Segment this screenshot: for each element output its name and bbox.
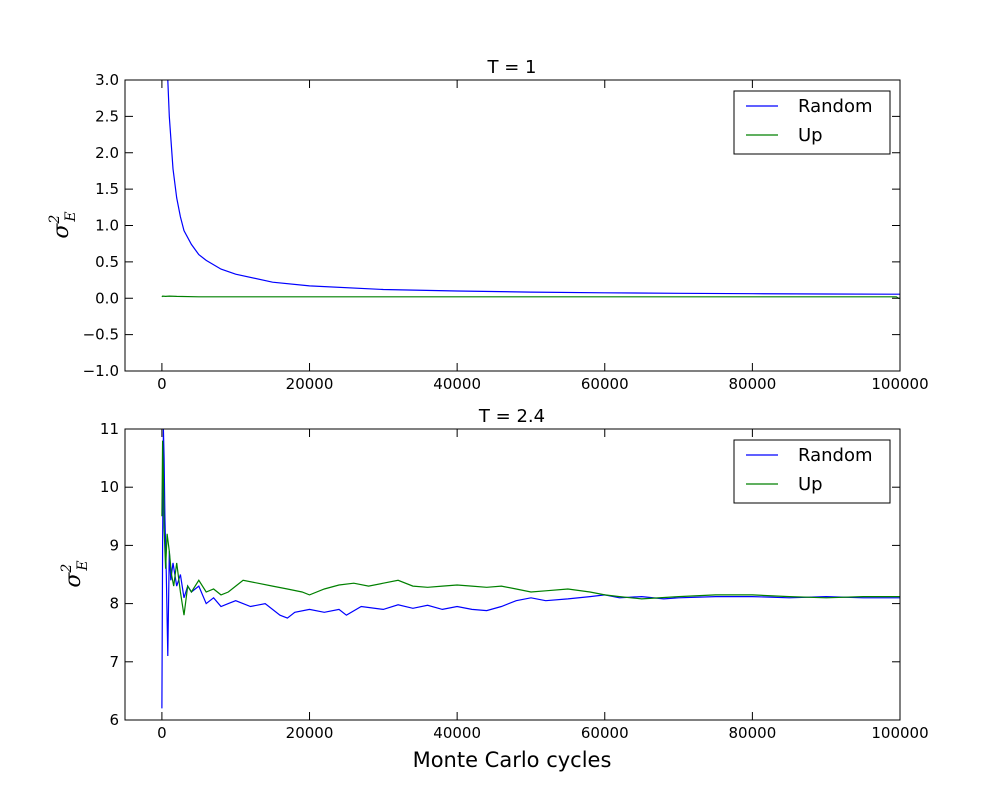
- series-line-up: [161, 295, 900, 299]
- y-tick-label: 1.0: [95, 217, 119, 235]
- x-tick-label: 20000: [286, 375, 334, 393]
- legend-label-up: Up: [798, 474, 823, 495]
- y-tick-label: −0.5: [83, 326, 119, 344]
- x-tick-label: 60000: [581, 375, 629, 393]
- legend-box: [733, 439, 891, 504]
- legend: Random Up: [733, 439, 891, 504]
- chart-title: T = 2.4: [478, 406, 545, 427]
- x-tick-label: 0: [157, 724, 167, 742]
- y-tick-label: 2.0: [95, 144, 119, 162]
- x-tick-label: 100000: [871, 724, 928, 742]
- y-tick-label: 6: [109, 711, 119, 729]
- legend-box: [733, 90, 891, 155]
- series-line-up: [161, 440, 900, 616]
- y-tick-label: 9: [109, 536, 119, 554]
- x-tick-label: 0: [157, 375, 167, 393]
- plot-frame: [124, 428, 901, 721]
- x-axis-label: Monte Carlo cycles: [413, 748, 612, 772]
- legend-label-random: Random: [798, 445, 873, 466]
- x-tick-label: 80000: [729, 724, 777, 742]
- series-line-random: [161, 429, 900, 709]
- x-tick-label: 20000: [286, 724, 334, 742]
- y-tick-label: 8: [109, 595, 119, 613]
- x-tick-label: 100000: [871, 375, 928, 393]
- chart-title: T = 1: [487, 57, 537, 78]
- y-axis-label: σ2E: [47, 211, 79, 238]
- y-tick-label: 7: [109, 653, 119, 671]
- chart-panel-t24: T = 2.4 σ2E Monte Carlo cycles 0 20000 400…: [59, 406, 929, 772]
- x-tick-label: 40000: [433, 724, 481, 742]
- y-tick-label: 0.5: [95, 253, 119, 271]
- legend-label-up: Up: [798, 125, 823, 146]
- series-line-random: [167, 80, 900, 295]
- chart-panel-t1: T = 1 σ2E 0 20000 40000 60000 80000 100000 −1.…: [47, 57, 929, 393]
- x-tick-label: 60000: [581, 724, 629, 742]
- x-tick-label: 40000: [433, 375, 481, 393]
- y-tick-label: 2.5: [95, 107, 119, 125]
- legend: Random Up: [733, 90, 891, 155]
- y-tick-label: 1.5: [95, 180, 119, 198]
- x-tick-label: 80000: [729, 375, 777, 393]
- y-tick-label: 10: [100, 478, 119, 496]
- y-axis-label: σ2E: [59, 560, 91, 587]
- legend-label-random: Random: [798, 96, 873, 117]
- y-tick-label: −1.0: [83, 362, 119, 380]
- y-tick-label: 0.0: [95, 289, 119, 307]
- y-tick-label: 11: [100, 420, 119, 438]
- y-tick-label: 3.0: [95, 71, 119, 89]
